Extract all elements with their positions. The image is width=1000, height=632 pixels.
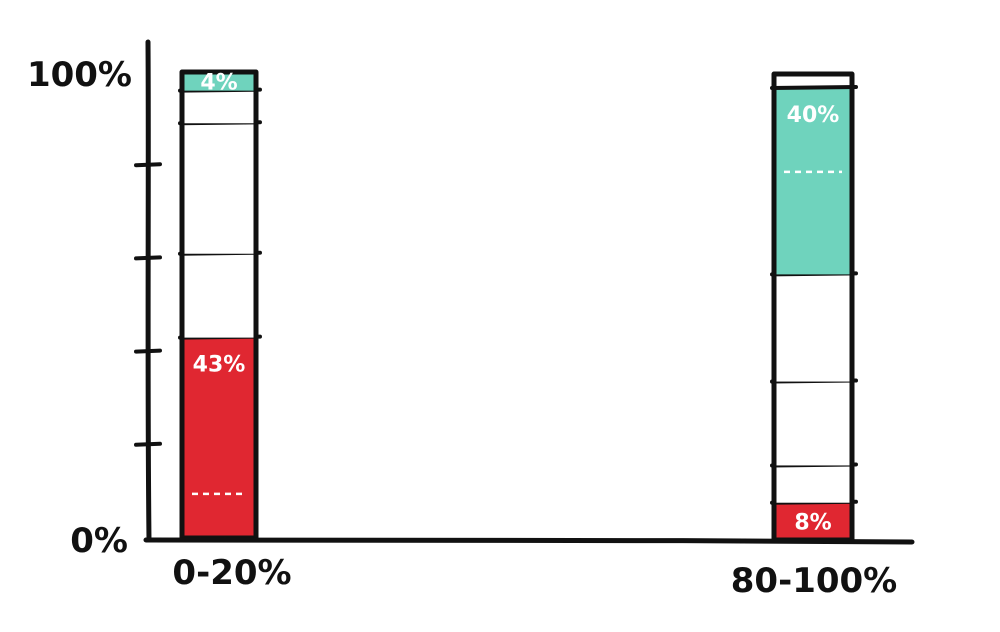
y-tick-0 — [134, 441, 162, 447]
x-category-label-0: 0-20% — [172, 553, 291, 593]
axes-group — [143, 39, 915, 545]
segment-label-0-0: 43% — [193, 353, 246, 378]
bars-group — [178, 69, 858, 543]
x-axis-line — [143, 537, 915, 545]
bar-segment-1-4 — [774, 87, 852, 275]
segment-labels-group: 43% 4% 8% 40% — [193, 70, 840, 535]
bar-segment-1-3 — [774, 274, 852, 382]
bar-segment-1-0 — [774, 502, 852, 540]
y-axis-line — [145, 39, 152, 543]
y-tick-label-top: 100% — [27, 55, 132, 95]
segment-divider-1-4 — [770, 84, 858, 90]
bar-segment-1-1 — [774, 465, 852, 503]
bar-segment-1-2 — [774, 381, 852, 466]
y-tick-2 — [134, 255, 162, 261]
x-category-label-1: 80-100% — [731, 561, 897, 601]
bar-segment-0-4 — [182, 72, 256, 91]
bar-segment-0-1 — [182, 253, 256, 338]
bar-segment-0-2 — [182, 123, 256, 254]
segment-label-1-0: 8% — [794, 510, 831, 535]
y-ticks-group — [134, 162, 162, 447]
y-tick-3 — [134, 162, 162, 168]
y-tick-1 — [134, 348, 162, 354]
y-tick-label-bottom: 0% — [70, 521, 128, 561]
segment-label-0-4: 4% — [200, 70, 237, 95]
bar-segment-0-0 — [182, 337, 256, 538]
bar-segment-0-3 — [182, 90, 256, 124]
segment-label-1-4: 40% — [787, 103, 840, 128]
